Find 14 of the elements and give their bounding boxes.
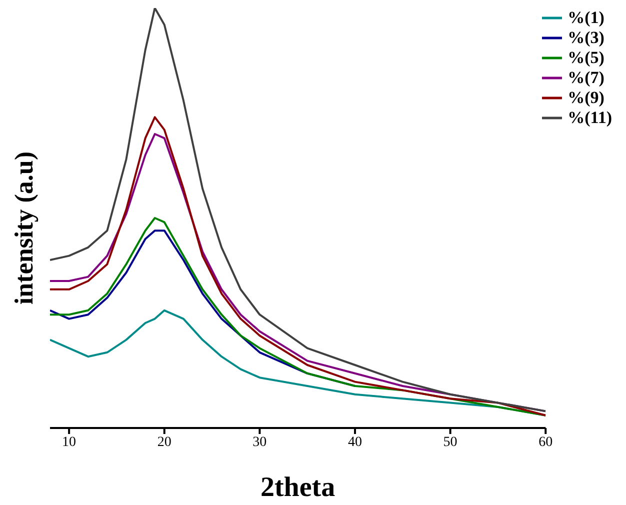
- x-axis-title: 2theta: [260, 472, 336, 503]
- legend-label: %(3): [568, 28, 604, 48]
- legend-label: %(5): [568, 48, 604, 68]
- legend-label: %(1): [568, 8, 604, 28]
- x-tick-label: 60: [538, 434, 553, 450]
- x-tick-label: 40: [348, 434, 362, 450]
- x-tick-label: 50: [443, 434, 458, 450]
- legend-label: %(11): [568, 108, 612, 128]
- legend-label: %(7): [568, 68, 604, 88]
- x-tick-label: 30: [252, 434, 267, 450]
- y-axis-title: intensity (a.u): [10, 151, 40, 305]
- x-tick-label: 10: [62, 434, 76, 450]
- legend-label: %(9): [568, 88, 604, 108]
- x-tick-label: 20: [157, 434, 172, 450]
